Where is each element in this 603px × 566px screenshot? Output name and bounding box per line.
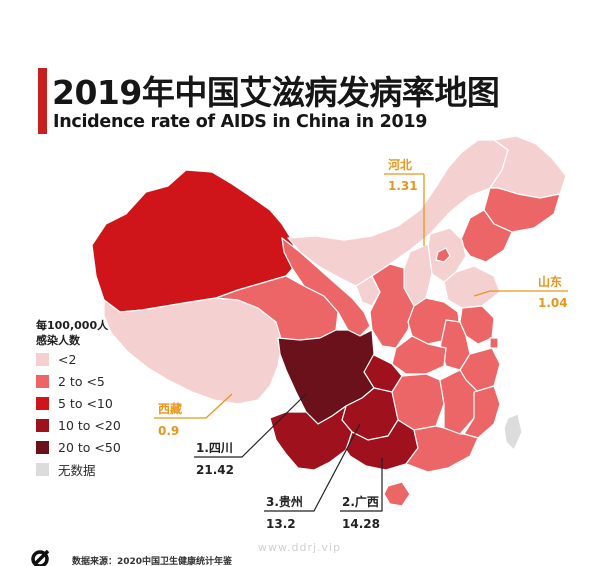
rank-sichuan: 1.四川 21.42: [194, 393, 307, 477]
region-beijing: [435, 247, 451, 263]
legend-label: <2: [58, 352, 77, 367]
legend-item: 无数据: [36, 459, 121, 480]
legend-swatch: [36, 397, 49, 410]
region-xizang: [103, 297, 283, 405]
rank-guizhou-name: 3.贵州: [266, 494, 303, 509]
region-hubei: [391, 335, 447, 375]
region-shanghai: [489, 337, 499, 349]
callout-hebei-value: 1.31: [388, 179, 418, 193]
rank-guangxi-name: 2.广西: [342, 494, 379, 509]
rank-sichuan-name: 1.四川: [196, 441, 233, 455]
watermark: www.ddrj.vip: [258, 541, 342, 554]
legend-label: 2 to <5: [58, 374, 105, 389]
region-fujian: [463, 385, 501, 439]
callout-hebei-name: 河北: [387, 157, 412, 172]
legend-label: 10 to <20: [58, 418, 121, 433]
legend-item: 2 to <5: [36, 371, 121, 392]
title-accent-bar: [38, 68, 47, 134]
legend-swatch: [36, 375, 49, 388]
legend-swatch: [36, 353, 49, 366]
legend-title-line2: 感染人数: [36, 334, 80, 347]
legend-label: 5 to <10: [58, 396, 113, 411]
callout-shandong-name: 山东: [538, 274, 562, 289]
callout-xizang-value: 0.9: [158, 424, 179, 438]
legend-label: 无数据: [58, 463, 96, 478]
region-guangdong: [405, 425, 479, 473]
rank-guangxi-value: 14.28: [342, 517, 380, 531]
data-source: 数据来源：2020中国卫生健康统计年鉴: [72, 557, 233, 566]
region-hainan: [383, 481, 411, 507]
title-chinese: 2019年中国艾滋病发病率地图: [52, 73, 500, 112]
callout-xizang: 西藏 0.9: [154, 393, 233, 438]
legend-swatch: [36, 419, 49, 432]
title-english: Incidence rate of AIDS in China in 2019: [53, 112, 428, 132]
legend-swatch: [36, 463, 49, 476]
legend-label: 20 to <50: [58, 440, 121, 455]
callout-hebei: 河北 1.31: [384, 157, 425, 246]
callout-shandong-value: 1.04: [538, 296, 568, 310]
region-taiwan: [503, 413, 523, 451]
rank-guizhou-value: 13.2: [266, 517, 296, 531]
rank-guangxi: 2.广西 14.28: [340, 458, 383, 531]
rank-sichuan-value: 21.42: [196, 463, 234, 477]
callout-shandong: 山东 1.04: [473, 274, 568, 310]
legend-title-line1: 每100,000人: [36, 319, 109, 332]
rank-guizhou: 3.贵州 13.2: [264, 423, 361, 531]
legend-swatch: [36, 441, 49, 454]
publisher-logo-icon: [28, 548, 62, 566]
region-shaanxi: [369, 263, 415, 349]
region-shandong: [443, 265, 501, 309]
callout-xizang-name: 西藏: [158, 401, 182, 416]
legend-item: 20 to <50: [36, 437, 121, 458]
legend-item: 10 to <20: [36, 415, 121, 436]
legend: 每100,000人 感染人数 <2 2 to <5 5 to <10 10 to…: [36, 318, 121, 480]
legend-item: 5 to <10: [36, 393, 121, 414]
legend-item: <2: [36, 349, 121, 370]
